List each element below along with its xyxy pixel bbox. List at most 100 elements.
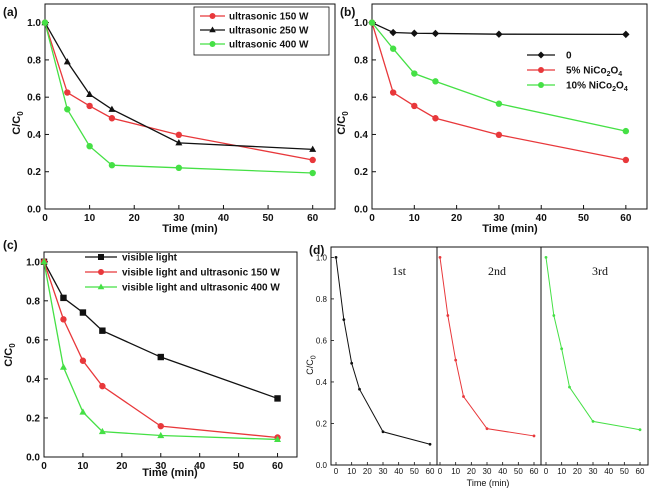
legend-entry: visible light and ultrasonic 150 W xyxy=(85,268,280,279)
panel-d-xlabel: Time (min) xyxy=(467,478,510,488)
data-point xyxy=(60,294,67,302)
y-tick-label: 0.8 xyxy=(26,296,40,307)
y-tick-label: 0.4 xyxy=(27,130,41,141)
x-tick-label: 0 xyxy=(334,467,339,476)
panel-c-label: (c) xyxy=(3,238,18,252)
x-tick-label: 50 xyxy=(514,467,523,476)
x-tick-label: 40 xyxy=(498,467,507,476)
panel-d-plot-frame xyxy=(330,246,649,466)
data-point xyxy=(79,309,87,316)
x-tick-label: 30 xyxy=(379,467,388,476)
x-tick-label: 20 xyxy=(573,467,582,476)
data-point xyxy=(274,395,281,402)
data-point xyxy=(309,145,317,152)
legend-marker-circle xyxy=(538,82,544,88)
legend-entry: visible light xyxy=(85,253,178,264)
series-2 xyxy=(368,19,630,164)
x-tick-label: 50 xyxy=(233,461,245,472)
y-tick-label: 0.8 xyxy=(27,55,41,66)
panel-a-series xyxy=(41,18,317,177)
data-point xyxy=(446,314,450,317)
legend-entry: ultrasonic 400 W xyxy=(200,40,309,51)
legend-marker-circle xyxy=(98,269,104,275)
series-line xyxy=(371,22,626,161)
legend-marker-circle xyxy=(209,41,216,47)
legend-label: 0 xyxy=(566,51,572,62)
data-point xyxy=(368,19,376,26)
x-tick-label: 0 xyxy=(369,213,375,224)
x-tick-label: 10 xyxy=(557,467,566,476)
panel-c-plot-frame xyxy=(43,251,298,458)
y-tick-label: 0.8 xyxy=(354,55,368,66)
legend-label: ultrasonic 400 W xyxy=(229,40,309,51)
data-point xyxy=(358,387,361,391)
data-point xyxy=(108,105,116,112)
series-line xyxy=(371,22,626,36)
x-tick-label: 10 xyxy=(347,467,356,476)
x-tick-label: 30 xyxy=(589,467,598,476)
panel-d-ticks: 0.00.20.40.60.81.00 10 20 30 40 50 60 0 10 20 30 40… xyxy=(316,247,645,476)
data-point xyxy=(40,258,48,265)
series-line xyxy=(44,22,313,151)
data-point xyxy=(389,28,397,37)
data-point xyxy=(532,434,536,438)
data-point xyxy=(485,427,489,431)
data-point xyxy=(438,255,442,259)
panel-b-legend: 0 5% NiCo2O4 10% NiCo2O4 xyxy=(527,51,628,94)
data-point xyxy=(568,385,571,389)
data-point xyxy=(381,430,385,434)
panel-c-series xyxy=(40,258,282,442)
legend-entry: ultrasonic 150 W xyxy=(200,12,309,23)
x-tick-label: 30 xyxy=(173,213,185,224)
panel-c-ylabel: C/C0 xyxy=(3,343,17,367)
data-point xyxy=(411,70,418,77)
legend-label: 10% NiCo2O4 xyxy=(566,81,628,94)
series-line xyxy=(439,257,535,437)
x-tick-label: 60 xyxy=(307,213,319,224)
panel-c-xlabel: Time (min) xyxy=(142,467,198,479)
x-tick-label: 60 xyxy=(530,467,539,476)
x-tick-label: 30 xyxy=(155,461,167,472)
panel-b-ticks: 0 10 20 30 40 50 60 0.0 0.2 0.4 0.6 0.8 1.0 xyxy=(354,18,632,224)
y-tick-label: 0.8 xyxy=(316,295,328,304)
x-tick-label: 20 xyxy=(129,213,141,224)
series-2 xyxy=(40,258,281,441)
data-point xyxy=(622,156,630,164)
y-tick-label: 0.4 xyxy=(316,378,328,387)
x-tick-label: 30 xyxy=(483,467,492,476)
data-point xyxy=(622,127,630,135)
data-point xyxy=(274,435,282,442)
data-point xyxy=(98,427,106,435)
data-point xyxy=(309,156,316,164)
legend-marker-circle xyxy=(209,13,216,19)
x-tick-label: 40 xyxy=(218,213,230,224)
y-tick-label: 0.6 xyxy=(316,336,328,345)
series-2 xyxy=(41,18,317,152)
panel-b-series xyxy=(368,18,630,164)
panel-d: (d) C/C0 Time (min) 0.00.20.40.60.81.00 1… xyxy=(305,243,649,488)
data-point xyxy=(432,78,439,85)
data-point xyxy=(79,357,87,364)
series-3 xyxy=(41,19,316,177)
panel-d-run-labels: 1st 2nd 3rd xyxy=(392,264,608,278)
legend-entry: ultrasonic 250 W xyxy=(200,26,309,37)
legend-label: ultrasonic 150 W xyxy=(229,12,309,23)
x-tick-label: 50 xyxy=(263,213,275,224)
data-point xyxy=(175,164,183,172)
x-tick-label: 0 xyxy=(41,461,47,472)
data-point xyxy=(157,431,165,439)
legend-marker-triangle xyxy=(209,26,216,33)
panel-d-series xyxy=(334,255,642,446)
panel-a-ticks: 0 10 20 30 40 50 60 0.0 0.2 0.4 0.6 0.8 1.0 xyxy=(27,18,319,224)
panel-c-legend: visible light visible light and ultrason… xyxy=(85,253,280,294)
series-1 xyxy=(368,18,630,39)
x-tick-label: 30 xyxy=(493,213,505,224)
series-line xyxy=(43,261,278,439)
legend-label: 5% NiCo2O4 xyxy=(566,66,622,79)
legend-marker-diamond xyxy=(537,51,545,59)
data-point xyxy=(389,45,397,52)
data-point xyxy=(41,19,49,26)
y-tick-label: 0.2 xyxy=(354,167,368,178)
series-line xyxy=(44,22,313,161)
data-point xyxy=(428,442,432,446)
